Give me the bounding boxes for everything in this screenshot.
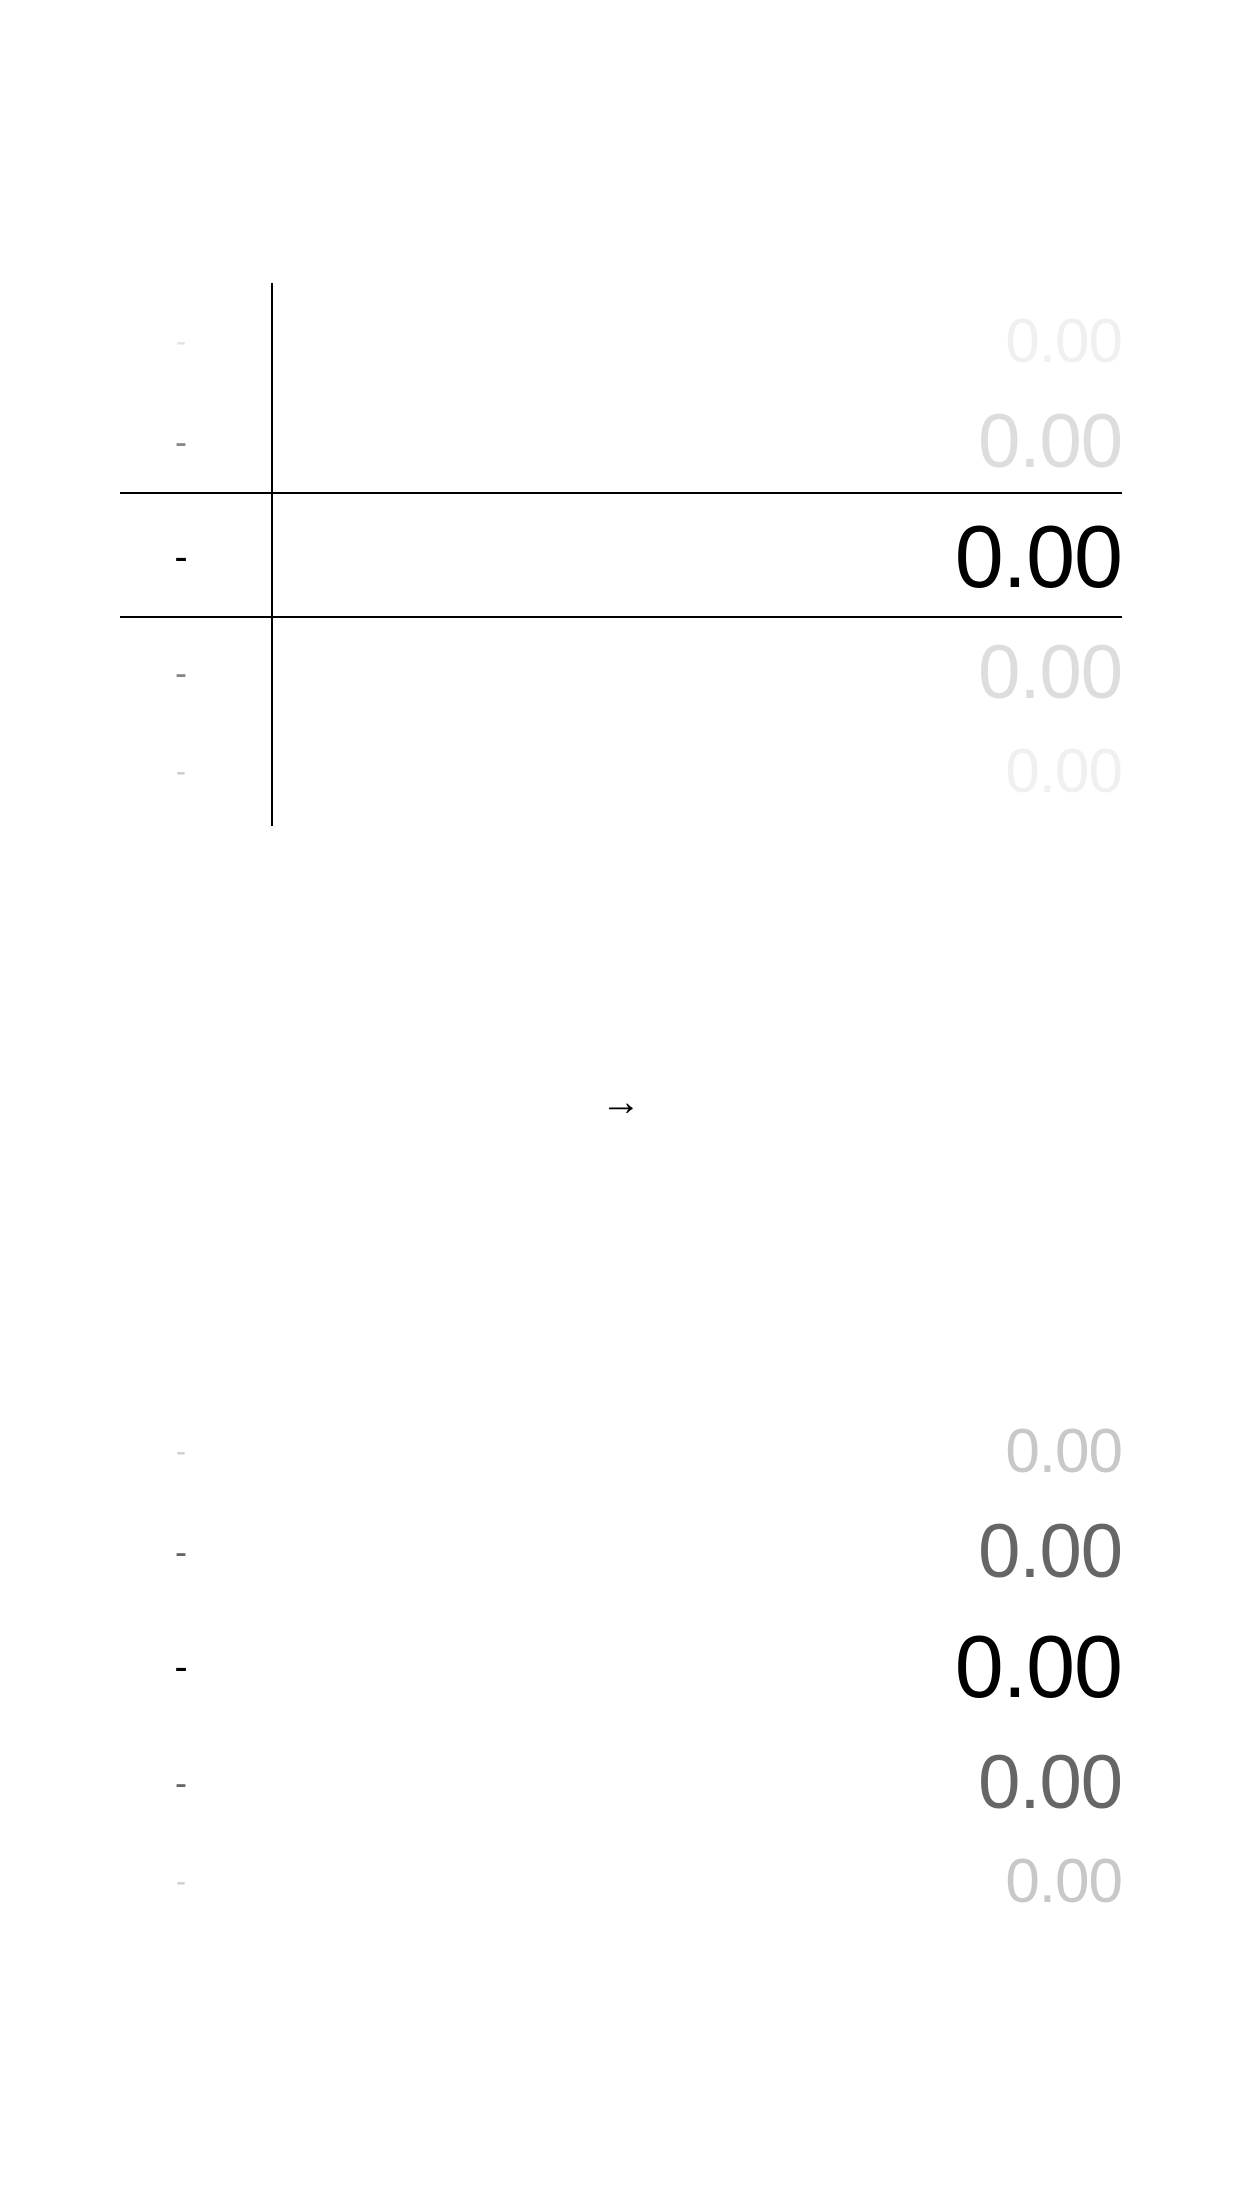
- row-label: -: [175, 1531, 187, 1572]
- row-value: 0.00: [954, 1617, 1123, 1716]
- row-value: 0.00: [954, 507, 1123, 606]
- selection-top-line: [120, 492, 1122, 494]
- row-label: -: [175, 1762, 187, 1803]
- row-label: -: [175, 652, 187, 693]
- row-value: 0.00: [978, 1509, 1123, 1594]
- selection-bottom-line: [120, 616, 1122, 618]
- row-label: -: [175, 421, 187, 462]
- row-label: -: [176, 1435, 186, 1468]
- row-label: -: [176, 325, 186, 358]
- row-label: -: [174, 1645, 188, 1689]
- row-value: 0.00: [978, 1740, 1123, 1825]
- right-arrow-icon: →: [601, 1080, 641, 1124]
- row-value: 0.00: [1005, 737, 1123, 806]
- row-value: 0.00: [1005, 307, 1123, 376]
- row-value: 0.00: [978, 399, 1123, 484]
- row-label: -: [176, 755, 186, 788]
- row-value: 0.00: [978, 630, 1123, 715]
- row-label: -: [174, 535, 188, 579]
- row-value: 0.00: [1005, 1417, 1123, 1486]
- row-value: 0.00: [1005, 1847, 1123, 1916]
- row-label: -: [176, 1865, 186, 1898]
- picker-vertical-divider: [271, 283, 273, 826]
